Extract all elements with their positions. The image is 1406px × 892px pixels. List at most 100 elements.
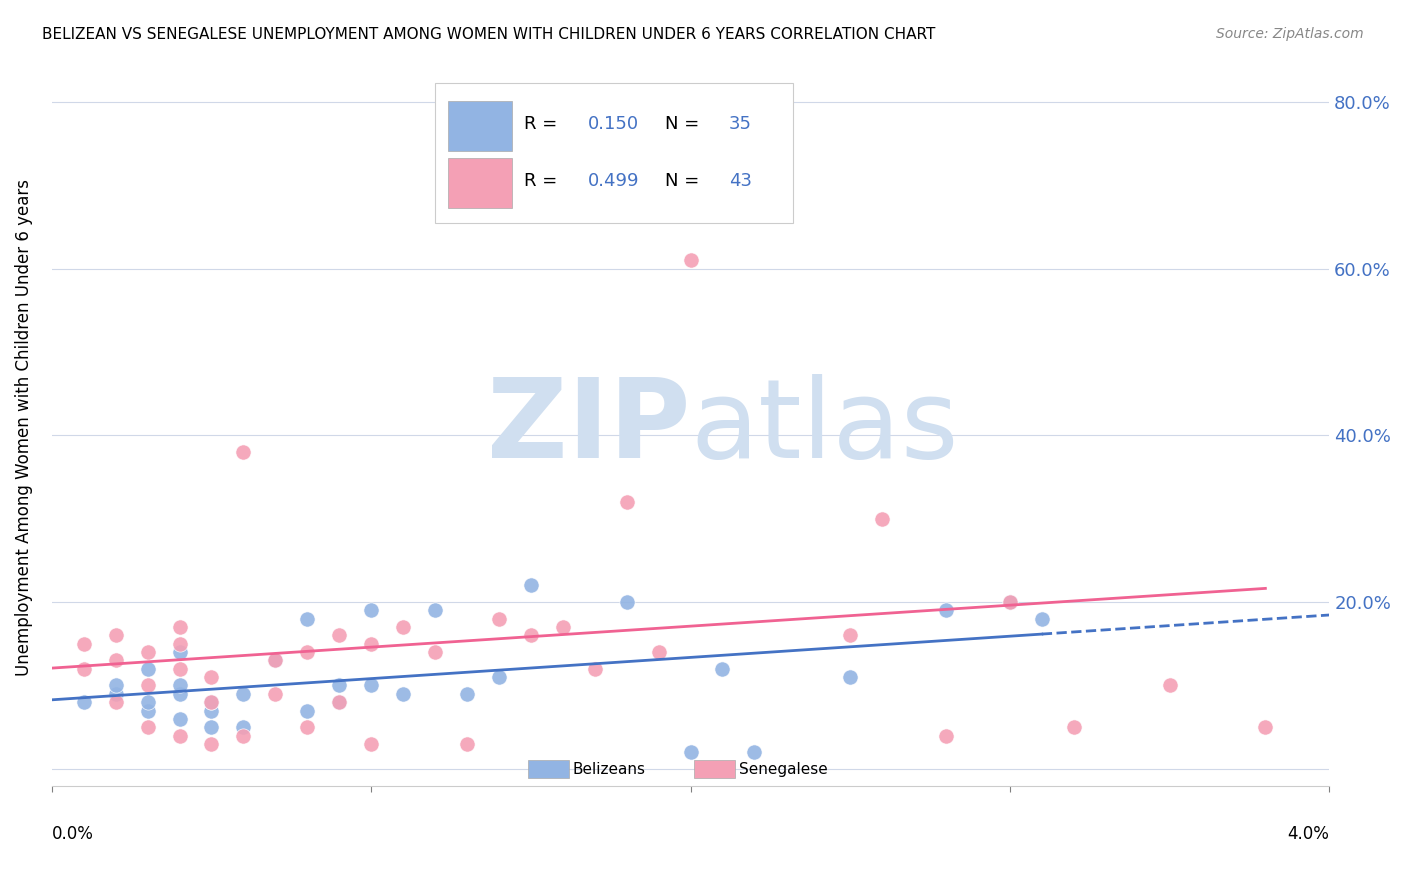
Point bbox=[169, 645, 191, 659]
Point bbox=[1063, 720, 1085, 734]
Point bbox=[73, 637, 96, 651]
Point bbox=[1159, 678, 1181, 692]
Text: R =: R = bbox=[524, 172, 564, 190]
Point bbox=[328, 678, 350, 692]
Y-axis label: Unemployment Among Women with Children Under 6 years: Unemployment Among Women with Children U… bbox=[15, 178, 32, 675]
FancyBboxPatch shape bbox=[434, 83, 793, 223]
Point bbox=[200, 737, 222, 751]
Point bbox=[136, 695, 159, 709]
Point bbox=[392, 620, 415, 634]
Point bbox=[104, 678, 127, 692]
Point bbox=[711, 662, 734, 676]
Point bbox=[679, 745, 702, 759]
Point bbox=[456, 687, 478, 701]
Point bbox=[136, 678, 159, 692]
Point bbox=[935, 729, 957, 743]
Point bbox=[456, 737, 478, 751]
Text: atlas: atlas bbox=[690, 374, 959, 481]
Point bbox=[328, 628, 350, 642]
Point bbox=[744, 745, 766, 759]
Point bbox=[200, 704, 222, 718]
Point bbox=[583, 662, 606, 676]
Point bbox=[488, 612, 510, 626]
Point bbox=[200, 720, 222, 734]
Point bbox=[1031, 612, 1053, 626]
Text: 0.499: 0.499 bbox=[588, 172, 640, 190]
Point bbox=[360, 603, 382, 617]
Point bbox=[998, 595, 1021, 609]
Point bbox=[392, 687, 415, 701]
Point bbox=[264, 653, 287, 667]
Point bbox=[200, 670, 222, 684]
FancyBboxPatch shape bbox=[447, 158, 512, 209]
Point bbox=[935, 603, 957, 617]
Point bbox=[169, 729, 191, 743]
Text: N =: N = bbox=[665, 172, 704, 190]
Point bbox=[297, 704, 319, 718]
Point bbox=[839, 670, 862, 684]
Text: BELIZEAN VS SENEGALESE UNEMPLOYMENT AMONG WOMEN WITH CHILDREN UNDER 6 YEARS CORR: BELIZEAN VS SENEGALESE UNEMPLOYMENT AMON… bbox=[42, 27, 935, 42]
Point bbox=[328, 695, 350, 709]
Point bbox=[136, 662, 159, 676]
Point bbox=[104, 653, 127, 667]
Point bbox=[839, 628, 862, 642]
Point bbox=[169, 678, 191, 692]
Point bbox=[136, 645, 159, 659]
FancyBboxPatch shape bbox=[529, 760, 569, 779]
Text: 0.0%: 0.0% bbox=[52, 825, 94, 843]
Text: Source: ZipAtlas.com: Source: ZipAtlas.com bbox=[1216, 27, 1364, 41]
Point bbox=[297, 720, 319, 734]
FancyBboxPatch shape bbox=[695, 760, 735, 779]
Point bbox=[616, 495, 638, 509]
Point bbox=[232, 687, 254, 701]
Point bbox=[1254, 720, 1277, 734]
Point bbox=[232, 720, 254, 734]
Text: Belizeans: Belizeans bbox=[574, 762, 645, 777]
Point bbox=[169, 712, 191, 726]
Point bbox=[423, 603, 446, 617]
Point bbox=[647, 645, 669, 659]
Point bbox=[870, 512, 893, 526]
Point bbox=[297, 645, 319, 659]
Point bbox=[136, 704, 159, 718]
Point bbox=[360, 737, 382, 751]
Point bbox=[360, 678, 382, 692]
Text: 4.0%: 4.0% bbox=[1288, 825, 1329, 843]
Text: 43: 43 bbox=[728, 172, 752, 190]
Text: N =: N = bbox=[665, 115, 704, 133]
Text: 35: 35 bbox=[728, 115, 752, 133]
Text: 0.150: 0.150 bbox=[588, 115, 640, 133]
Point bbox=[169, 662, 191, 676]
Point bbox=[264, 653, 287, 667]
Point bbox=[328, 695, 350, 709]
Point bbox=[73, 695, 96, 709]
Text: R =: R = bbox=[524, 115, 564, 133]
Point bbox=[488, 670, 510, 684]
Point bbox=[711, 194, 734, 209]
Point bbox=[200, 695, 222, 709]
Point bbox=[104, 687, 127, 701]
Point bbox=[264, 687, 287, 701]
Text: Senegalese: Senegalese bbox=[740, 762, 828, 777]
Point bbox=[998, 595, 1021, 609]
Point bbox=[520, 578, 543, 592]
Point bbox=[520, 628, 543, 642]
Text: ZIP: ZIP bbox=[486, 374, 690, 481]
Point bbox=[423, 645, 446, 659]
Point bbox=[104, 628, 127, 642]
Point bbox=[73, 662, 96, 676]
Point bbox=[169, 620, 191, 634]
Point bbox=[200, 695, 222, 709]
Point bbox=[232, 729, 254, 743]
Point bbox=[136, 720, 159, 734]
Point bbox=[679, 253, 702, 268]
Point bbox=[104, 695, 127, 709]
Point bbox=[616, 595, 638, 609]
Point bbox=[551, 620, 574, 634]
Point bbox=[360, 637, 382, 651]
Point bbox=[169, 637, 191, 651]
Point bbox=[169, 687, 191, 701]
Point bbox=[297, 612, 319, 626]
FancyBboxPatch shape bbox=[447, 101, 512, 151]
Point bbox=[232, 445, 254, 459]
